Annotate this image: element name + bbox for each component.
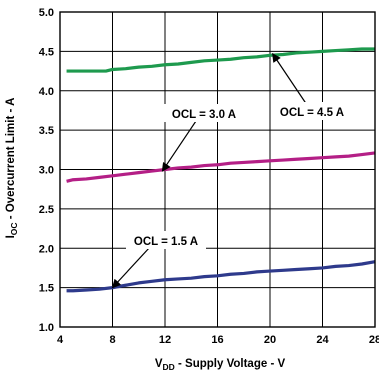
annotation-layer: OCL = 4.5 A OCL = 3.0 A OCL = 1.5 A [111,52,352,289]
plot-frame [59,11,376,328]
annotation-label-bg [126,231,206,249]
y-tick-label: 4.0 [39,86,54,98]
series-line-2 [66,151,376,183]
annotation-arrow [272,52,308,106]
y-tick-labels: 1.0 1.5 2.0 2.5 3.0 3.5 4.0 4.5 5.0 [39,7,54,334]
y-tick-label: 3.0 [39,165,54,177]
y-tick-label: 2.5 [39,204,54,216]
x-tick-label: 4 [57,334,64,346]
y-tick-label: 5.0 [39,7,54,19]
y-tick-label: 1.5 [39,283,54,295]
annotation-label: OCL = 4.5 A [280,107,344,119]
series-line-1 [66,47,375,73]
x-tick-label: 16 [211,334,223,346]
x-tick-label: 28 [369,334,379,346]
annotation-arrow [111,246,151,289]
annotation-label-bg [164,104,244,122]
y-axis-title: IOC - Overcurrent Limit - A [5,98,19,239]
x-axis-title: VDD - Supply Voltage - V [155,358,286,372]
x-tick-label: 24 [316,334,329,346]
y-tick-label: 3.5 [39,125,54,137]
y-tick-label: 2.0 [39,243,54,255]
x-tick-labels: 4 8 12 16 20 24 28 [57,334,379,346]
annotation-arrow [161,120,197,172]
horizontal-gridlines [60,11,375,328]
annotation-label: OCL = 3.0 A [172,109,236,121]
x-tick-label: 20 [264,334,276,346]
y-tick-label: 1.0 [39,322,54,334]
annotation-label-bg [272,102,352,120]
annotation-label: OCL = 1.5 A [134,236,198,248]
y-tick-label: 4.5 [39,46,54,58]
x-tick-label: 12 [159,334,171,346]
x-tick-label: 8 [109,334,115,346]
